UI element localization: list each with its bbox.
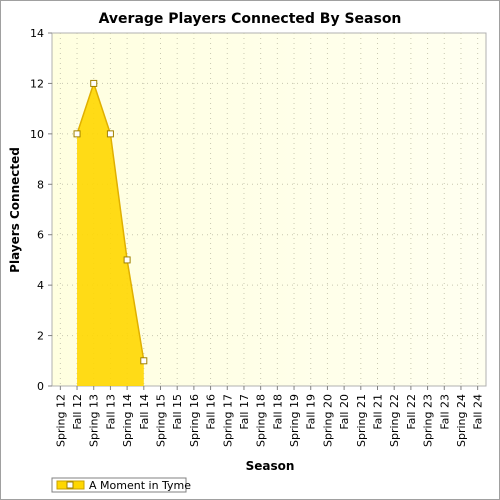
x-tick-label: Fall 22 (405, 394, 418, 430)
y-tick-label: 4 (37, 279, 44, 292)
y-tick-label: 2 (37, 330, 44, 343)
y-tick-label: 14 (30, 27, 44, 40)
x-tick-label: Fall 16 (205, 394, 218, 430)
y-axis-ticks: 0 2 4 6 8 10 12 14 (30, 27, 52, 393)
x-tick-label: Spring 18 (255, 394, 268, 447)
x-tick-label: Spring 24 (455, 394, 468, 447)
x-tick-label: Spring 17 (221, 394, 234, 447)
y-tick-label: 6 (37, 229, 44, 242)
data-point (73, 130, 81, 138)
x-tick-label: Fall 13 (104, 394, 117, 430)
y-tick-label: 10 (30, 128, 44, 141)
x-tick-label: Spring 13 (88, 394, 101, 447)
data-point (140, 357, 148, 365)
x-tick-label: Fall 14 (138, 394, 151, 430)
x-tick-label: Spring 15 (155, 394, 168, 447)
x-tick-label: Fall 15 (171, 394, 184, 430)
x-axis-label: Season (246, 459, 295, 473)
x-tick-label: Fall 20 (338, 394, 351, 430)
data-point (123, 256, 131, 264)
x-tick-label: Spring 12 (54, 394, 67, 447)
x-tick-label: Fall 12 (71, 394, 84, 430)
x-tick-label: Fall 23 (438, 394, 451, 430)
x-tick-label: Spring 20 (321, 394, 334, 447)
data-point (90, 79, 98, 87)
x-tick-label: Spring 19 (288, 394, 301, 447)
x-tick-label: Spring 22 (388, 394, 401, 447)
x-tick-label: Fall 21 (372, 394, 385, 430)
legend-marker (66, 481, 74, 489)
x-tick-label: Fall 18 (271, 394, 284, 430)
x-tick-label: Spring 14 (121, 394, 134, 447)
series-layer (73, 79, 148, 386)
legend: A Moment in Tyme (51, 477, 191, 493)
x-tick-label: Spring 16 (188, 394, 201, 447)
x-tick-label: Spring 21 (355, 394, 368, 447)
chart-title: Average Players Connected By Season (99, 11, 402, 27)
x-tick-label: Fall 19 (305, 394, 318, 430)
y-tick-label: 8 (37, 178, 44, 191)
x-axis-ticks: Spring 12 Fall 12 Spring 13 Fall 13 Spring 1… (54, 386, 485, 447)
series-area (77, 83, 144, 386)
x-tick-label: Fall 24 (472, 394, 485, 430)
x-tick-label: Fall 17 (238, 394, 251, 430)
legend-label: A Moment in Tyme (89, 479, 191, 492)
legend-box (51, 477, 187, 493)
x-tick-label: Spring 23 (422, 394, 435, 447)
y-axis-label: Players Connected (8, 147, 22, 273)
y-tick-label: 0 (37, 380, 44, 393)
y-tick-label: 12 (30, 77, 44, 90)
data-point (106, 130, 114, 138)
